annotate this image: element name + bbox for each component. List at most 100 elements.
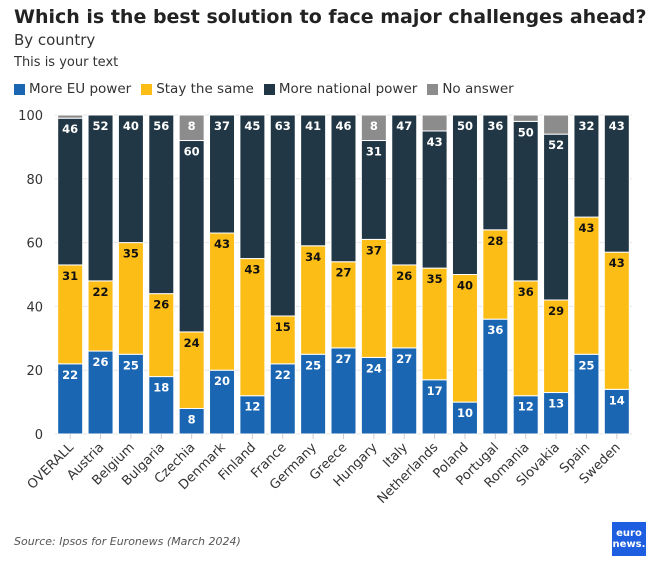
- bar-segment: [178, 407, 205, 435]
- data-label: 36: [487, 119, 503, 133]
- data-label: 63: [275, 119, 291, 133]
- data-label: 43: [578, 221, 594, 235]
- bar-segment: [117, 242, 144, 355]
- legend-item-same[interactable]: Stay the same: [141, 81, 254, 97]
- data-label: 52: [548, 138, 564, 152]
- data-label: 25: [578, 358, 594, 372]
- bar-segment: [330, 114, 357, 263]
- data-label: 43: [214, 237, 230, 251]
- data-label: 35: [427, 272, 443, 286]
- data-label: 40: [123, 119, 139, 133]
- legend-swatch: [141, 83, 153, 95]
- bar-segment: [87, 350, 114, 435]
- data-label: 35: [123, 247, 139, 261]
- data-label: 12: [244, 400, 260, 414]
- bar-segment: [117, 114, 144, 244]
- bar-segment: [57, 114, 84, 119]
- legend-swatch: [263, 83, 275, 95]
- data-label: 43: [244, 263, 260, 277]
- data-label: 40: [457, 279, 473, 293]
- data-label: 22: [93, 285, 109, 299]
- bar-segment: [300, 114, 327, 247]
- bar-segment: [543, 299, 570, 394]
- bar-segment: [482, 114, 509, 231]
- bar-segment: [57, 117, 84, 266]
- legend-item-eu[interactable]: More EU power: [14, 81, 131, 97]
- data-label: 31: [62, 269, 78, 283]
- bar-segment: [603, 251, 630, 390]
- bar-segment: [178, 331, 205, 409]
- y-tick-label: 40: [26, 300, 43, 315]
- legend-label: No answer: [442, 81, 514, 97]
- bar-segment: [330, 261, 357, 349]
- bar-segment: [209, 114, 236, 234]
- data-label: 25: [305, 358, 321, 372]
- data-label: 14: [609, 393, 625, 407]
- bar-segment: [421, 379, 448, 435]
- data-label: 43: [609, 119, 625, 133]
- bar-segment: [512, 395, 539, 435]
- data-label: 32: [578, 119, 594, 133]
- bar-segment: [543, 114, 570, 135]
- data-label: 26: [396, 269, 412, 283]
- data-label: 60: [184, 145, 200, 159]
- data-label: 15: [275, 320, 291, 334]
- data-label: 43: [427, 135, 443, 149]
- legend-swatch: [427, 83, 439, 95]
- legend-item-no-answer[interactable]: No answer: [427, 81, 514, 97]
- bar-segment: [360, 238, 387, 358]
- bar-segment: [178, 140, 205, 333]
- bar-segment: [239, 114, 266, 260]
- bar-segment: [57, 264, 84, 365]
- data-label: 8: [188, 412, 196, 426]
- data-label: 10: [457, 406, 473, 420]
- data-label: 8: [370, 119, 378, 133]
- plot-area: 020406080100223146OVERALL262252Austria25…: [18, 109, 632, 507]
- data-label: 22: [275, 368, 291, 382]
- logo-text: news.: [612, 539, 646, 550]
- chart-note: This is your text: [14, 55, 119, 70]
- data-label: 13: [548, 397, 564, 411]
- bar-segment: [178, 114, 205, 142]
- data-label: 24: [366, 361, 382, 375]
- data-label: 27: [396, 352, 412, 366]
- data-label: 25: [123, 358, 139, 372]
- source-note: Source: Ipsos for Euronews (March 2024): [14, 535, 241, 548]
- data-label: 12: [518, 400, 534, 414]
- legend-label: Stay the same: [156, 81, 254, 97]
- data-label: 46: [335, 119, 351, 133]
- data-label: 27: [335, 266, 351, 280]
- legend-item-national[interactable]: More national power: [263, 81, 418, 97]
- chart-subtitle: By country: [14, 31, 96, 49]
- data-label: 56: [153, 119, 169, 133]
- bar-segment: [239, 258, 266, 397]
- bar-segment: [117, 353, 144, 435]
- bar-segment: [512, 114, 539, 122]
- legend-label: More national power: [278, 81, 418, 97]
- bar-segment: [87, 280, 114, 352]
- euronews-logo: euro news.: [612, 522, 646, 556]
- y-tick-label: 0: [35, 428, 43, 443]
- bar-segment: [148, 293, 175, 378]
- bar-segment: [451, 401, 478, 435]
- data-label: 36: [518, 285, 534, 299]
- bar-segment: [330, 347, 357, 435]
- data-label: 47: [396, 119, 412, 133]
- y-tick-label: 20: [26, 364, 43, 379]
- bar-segment: [209, 232, 236, 371]
- data-label: 31: [366, 145, 382, 159]
- legend: More EU power Stay the same More nationa…: [14, 81, 514, 97]
- data-label: 20: [214, 374, 230, 388]
- bar-segment: [603, 114, 630, 253]
- data-label: 37: [214, 119, 230, 133]
- data-label: 34: [305, 250, 321, 264]
- data-label: 36: [487, 323, 503, 337]
- data-label: 43: [609, 256, 625, 270]
- data-label: 17: [427, 384, 443, 398]
- data-label: 45: [244, 119, 260, 133]
- data-label: 18: [153, 381, 169, 395]
- bar-segment: [148, 376, 175, 435]
- data-label: 22: [62, 368, 78, 382]
- data-label: 8: [188, 119, 196, 133]
